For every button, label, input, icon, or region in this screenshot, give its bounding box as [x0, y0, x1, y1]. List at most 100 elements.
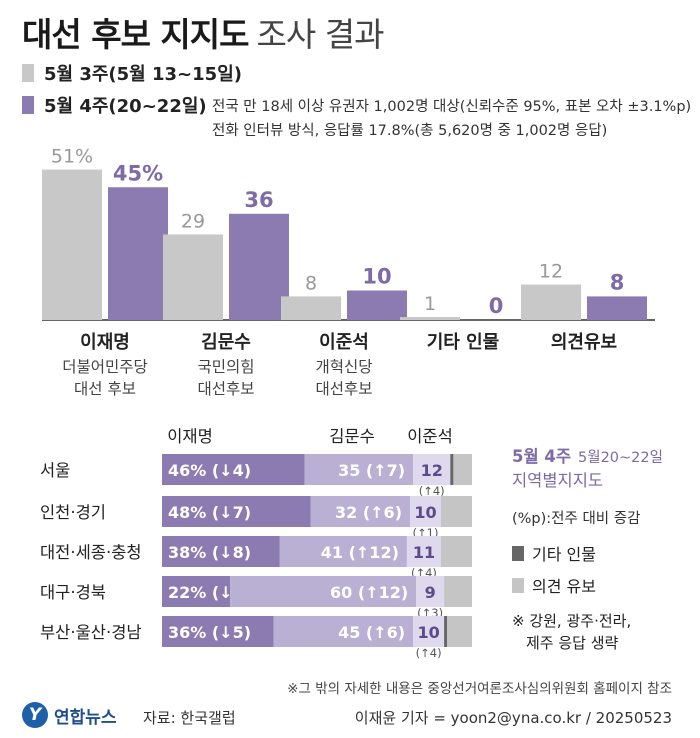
label-kim-4: 45 (↑6): [338, 623, 405, 642]
bar-kim-0: [304, 454, 414, 485]
title-main: 대선 후보 지지도: [22, 15, 249, 54]
legend-label-week4: 5월 4주(20~22일): [44, 96, 207, 117]
regional-footnote-2: 제주 응답 생략: [526, 634, 619, 652]
legend-swatch-1: [512, 578, 524, 593]
yonhap-logo-icon: Y: [22, 702, 48, 728]
bar-week4-1: [229, 213, 289, 320]
label-leejs-2: 11: [413, 543, 435, 562]
category-label-1: 김문수: [201, 332, 251, 353]
region-label-1: 인천·경기: [40, 503, 106, 522]
value-label-week4-0: 45%: [113, 161, 163, 185]
category-label-0: 이재명: [80, 332, 130, 353]
legend-swatch-0: [512, 546, 524, 561]
region-label-0: 서울: [40, 461, 70, 480]
legend-note: (%p):전주 대비 증감: [512, 510, 640, 527]
value-label-week3-3: 1: [424, 293, 436, 315]
regional-subtitle2: 지역별지지도: [512, 471, 603, 490]
bar-other-4: [444, 616, 448, 647]
category-label-3: 기타 인물: [427, 332, 500, 353]
region-label-4: 부산·울산·경남: [40, 623, 142, 642]
bar-leejs-2: [406, 536, 441, 567]
logo: Y 연합뉴스: [22, 702, 117, 728]
value-label-week4-2: 10: [362, 265, 391, 289]
value-label-week3-1: 29: [181, 210, 205, 232]
value-label-week4-1: 36: [244, 188, 273, 212]
bar-kim-2: [279, 536, 407, 567]
category-party-1: 국민의힘: [197, 358, 254, 376]
legend-item-0: 기타 인물: [532, 545, 596, 564]
category-label-2: 이준석: [319, 332, 369, 353]
regional-footnote-1: ※ 강원, 광주·전라,: [512, 612, 631, 630]
logo-text: 연합뉴스: [54, 707, 117, 728]
bar-undecided-1: [441, 496, 472, 527]
column-header-0: 이재명: [167, 427, 213, 446]
label-kim-0: 35 (↑7): [338, 461, 405, 480]
title-sub: 조사 결과: [256, 15, 385, 54]
bar-lee-3: [162, 576, 231, 607]
bar-week3-1: [163, 234, 223, 320]
label-kim-3: 60 (↑12): [330, 583, 408, 602]
label-kim-1: 32 (↑6): [335, 503, 402, 522]
label-lee-4: 36% (↓5): [168, 623, 251, 642]
survey-note-2: 전화 인터뷰 방식, 응답률 17.8%(총 5,620명 중 1,002명 응…: [212, 123, 608, 139]
change-leejs-0: (↑4): [419, 484, 445, 498]
bar-week3-3: [400, 317, 460, 320]
regional-title: 5월 4주: [512, 447, 571, 466]
bar-leejs-4: [413, 616, 445, 647]
bar-week3-2: [281, 296, 341, 320]
region-label-2: 대전·세종·충청: [40, 543, 142, 562]
bar-undecided-3: [444, 576, 472, 607]
credit: 이재윤 기자 = yoon2@yna.co.kr / 20250523: [354, 709, 672, 727]
bar-undecided-0: [453, 454, 472, 485]
source: 자료: 한국갤럽: [143, 709, 236, 727]
bar-kim-3: [230, 576, 417, 607]
category-role-0: 대선 후보: [74, 380, 136, 398]
reference-note: ※그 밖의 자세한 내용은 중앙선거여론조사심의위원회 홈페이지 참조: [287, 681, 672, 697]
bar-other-0: [450, 454, 454, 485]
label-leejs-0: 12: [421, 461, 443, 480]
survey-note-1: 전국 만 18세 이상 유권자 1,002명 대상(신뢰수준 95%, 표본 오…: [212, 99, 692, 115]
legend-week4: 5월 4주(20~22일): [22, 92, 207, 118]
bar-week4-0: [108, 187, 168, 320]
legend-week3: 5월 3주(5월 13~15일): [22, 60, 242, 86]
category-role-2: 대선후보: [315, 380, 372, 398]
bar-lee-4: [162, 616, 274, 647]
label-leejs-1: 10: [414, 503, 436, 522]
legend-swatch-week4: [22, 96, 34, 114]
bar-week4-2: [347, 290, 407, 320]
label-lee-1: 48% (↓7): [168, 503, 251, 522]
column-header-1: 김문수: [329, 427, 375, 446]
category-party-2: 개혁신당: [315, 358, 372, 376]
bar-lee-1: [162, 496, 311, 527]
column-header-2: 이준석: [407, 427, 453, 446]
change-leejs-4: (↑4): [416, 646, 442, 660]
label-leejs-3: 9: [425, 583, 436, 602]
bar-week3-0: [42, 169, 102, 320]
category-role-1: 대선후보: [197, 380, 254, 398]
legend-item-1: 의견 유보: [532, 577, 596, 596]
bar-kim-1: [310, 496, 410, 527]
label-leejs-4: 10: [417, 623, 439, 642]
page-title: 대선 후보 지지도 조사 결과: [22, 8, 385, 56]
region-label-3: 대구·경북: [40, 583, 106, 602]
bar-leejs-3: [416, 576, 445, 607]
regional-subtitle: 5월20~22일: [578, 449, 663, 466]
value-label-week3-2: 8: [305, 272, 317, 294]
legend-swatch-week3: [22, 64, 34, 82]
bar-lee-2: [162, 536, 280, 567]
bar-kim-4: [273, 616, 414, 647]
bar-leejs-1: [410, 496, 441, 527]
category-label-4: 의견유보: [551, 332, 617, 353]
label-lee-2: 38% (↓8): [168, 543, 251, 562]
bar-week3-4: [521, 284, 581, 320]
value-label-week3-0: 51%: [51, 146, 93, 168]
value-label-week3-4: 12: [539, 261, 563, 283]
legend-label-week3: 5월 3주(5월 13~15일): [44, 64, 242, 85]
bar-week4-4: [587, 296, 647, 320]
bar-undecided-4: [447, 616, 472, 647]
label-kim-2: 41 (↑12): [321, 543, 399, 562]
value-label-week4-4: 8: [610, 270, 625, 294]
value-label-week4-3: 0: [489, 294, 504, 318]
